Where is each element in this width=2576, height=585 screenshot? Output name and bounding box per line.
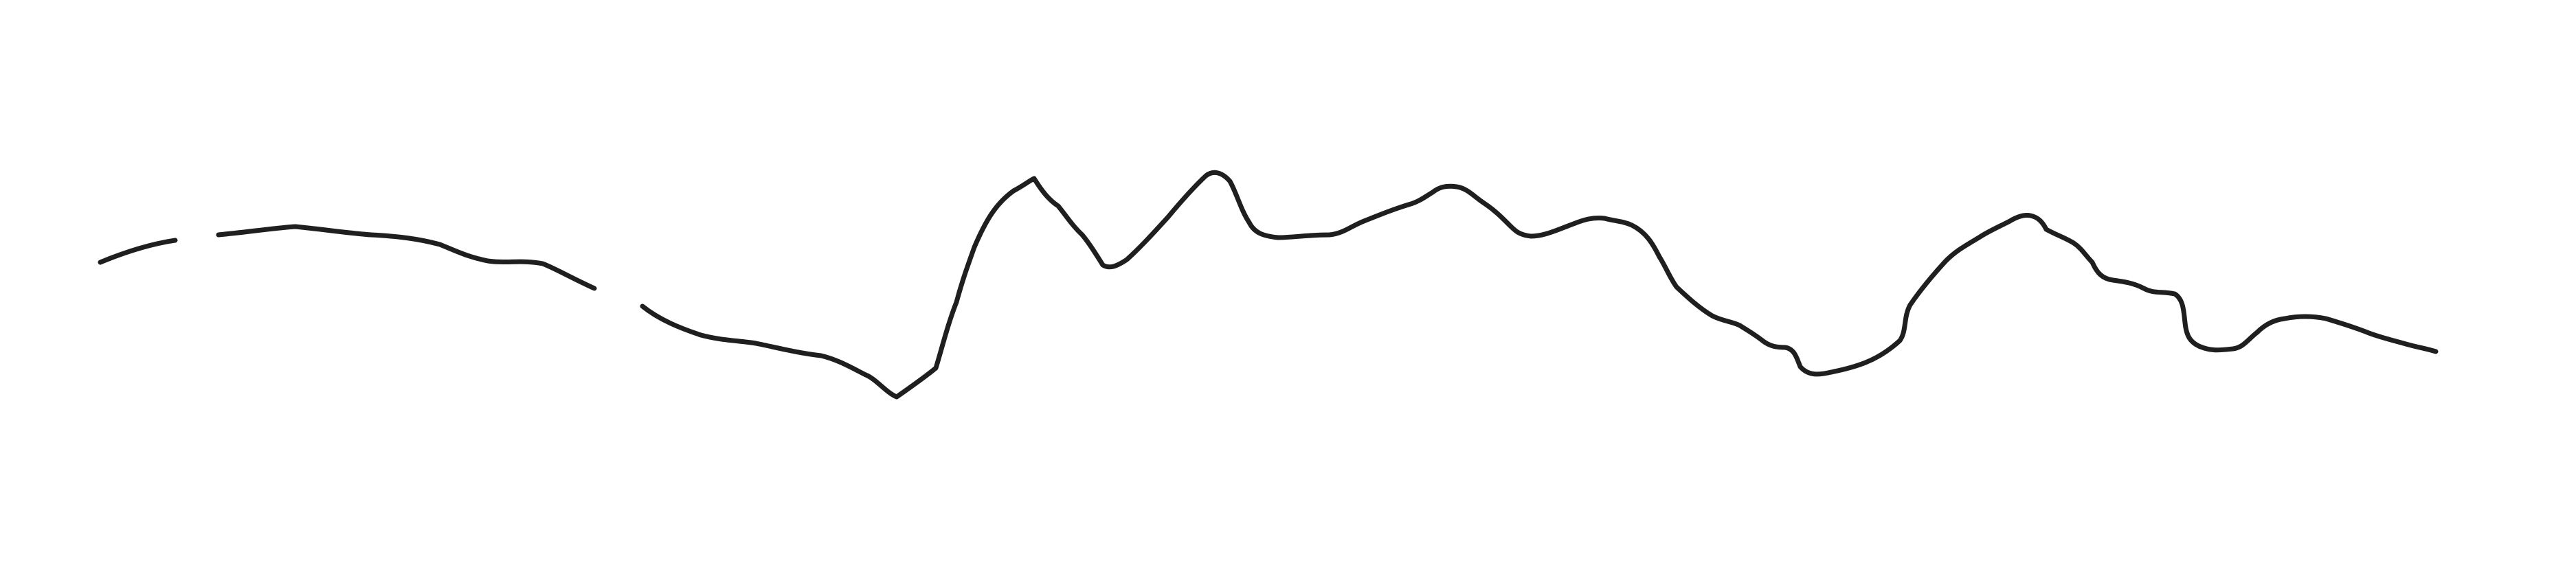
line-segment-2 [216,224,597,291]
line-segment-1 [98,238,178,265]
line-segment-3 [640,170,2439,400]
